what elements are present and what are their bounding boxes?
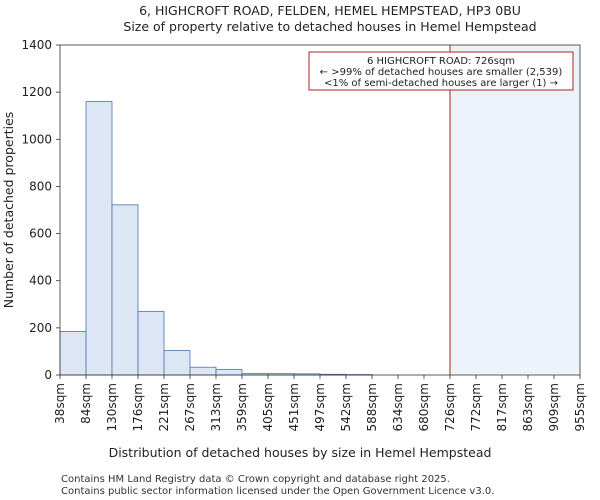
bar-267sqm: [189, 366, 217, 376]
x-tick-label-726sqm: 726sqm: [443, 383, 457, 431]
highlight-region: [450, 45, 580, 375]
x-axis: 38sqm 84sqm 130sqm 176sqm 221sqm 267sqm 313sqm…: [53, 375, 587, 431]
annotation-frame: [308, 51, 574, 91]
x-tick-label-588sqm: 588sqm: [365, 383, 379, 431]
x-tick-label-359sqm: 359sqm: [235, 383, 249, 431]
x-tick-label-451sqm: 451sqm: [287, 383, 301, 431]
bars-group: [59, 101, 373, 376]
x-tick-label-772sqm: 772sqm: [469, 383, 483, 431]
x-tick-label-955sqm: 955sqm: [573, 383, 587, 431]
annotation-line-3: <1% of semi-detached houses are larger (…: [324, 78, 558, 89]
footer-line-1: Contains HM Land Registry data © Crown c…: [61, 474, 450, 485]
annotation-line-2: ← >99% of detached houses are smaller (2…: [320, 67, 563, 78]
x-tick-label-817sqm: 817sqm: [495, 383, 509, 431]
x-tick-label-405sqm: 405sqm: [261, 383, 275, 431]
annotation-box: 6 HIGHCROFT ROAD: 726sqm ← >99% of detac…: [308, 51, 574, 91]
y-tick-label-0: 0: [44, 368, 52, 382]
x-axis-label: Distribution of detached houses by size …: [109, 445, 492, 460]
y-axis-label: Number of detached properties: [1, 112, 16, 309]
x-tick-label-863sqm: 863sqm: [521, 383, 535, 431]
x-tick-label-176sqm: 176sqm: [131, 383, 145, 431]
annotation-line-1: 6 HIGHCROFT ROAD: 726sqm: [367, 56, 515, 67]
y-tick-label-600: 600: [29, 227, 52, 241]
y-axis: 0 200 400 600 800 1000 1200 1400: [21, 38, 60, 382]
y-tick-label-1200: 1200: [21, 85, 52, 99]
y-tick-label-400: 400: [29, 274, 52, 288]
x-tick-label-38sqm: 38sqm: [53, 383, 67, 424]
x-tick-label-313sqm: 313sqm: [209, 383, 223, 431]
bar-38sqm: [59, 330, 87, 376]
x-tick-label-130sqm: 130sqm: [105, 383, 119, 431]
y-tick-label-800: 800: [29, 179, 52, 193]
bar-176sqm: [137, 310, 165, 376]
bar-130sqm: [111, 204, 139, 376]
x-tick-label-542sqm: 542sqm: [339, 383, 353, 431]
chart-title: 6, HIGHCROFT ROAD, FELDEN, HEMEL HEMPSTE…: [139, 3, 521, 18]
x-tick-label-634sqm: 634sqm: [391, 383, 405, 431]
x-tick-label-221sqm: 221sqm: [157, 383, 171, 431]
chart-subtitle: Size of property relative to detached ho…: [123, 19, 536, 34]
bar-84sqm: [85, 101, 113, 376]
y-tick-label-1400: 1400: [21, 38, 52, 52]
x-tick-label-84sqm: 84sqm: [79, 383, 93, 424]
bar-221sqm: [163, 350, 191, 376]
footer-line-2: Contains public sector information licen…: [61, 486, 494, 497]
y-tick-label-1000: 1000: [21, 132, 52, 146]
x-tick-label-267sqm: 267sqm: [183, 383, 197, 431]
x-tick-label-497sqm: 497sqm: [313, 383, 327, 431]
bar-313sqm: [215, 368, 243, 376]
x-tick-label-680sqm: 680sqm: [417, 383, 431, 431]
y-tick-label-200: 200: [29, 321, 52, 335]
x-tick-label-909sqm: 909sqm: [547, 383, 561, 431]
